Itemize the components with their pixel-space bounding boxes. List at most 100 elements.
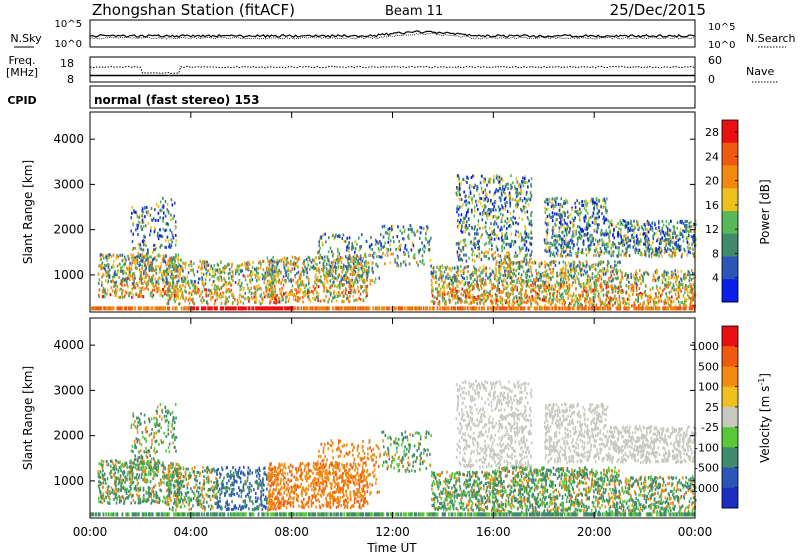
rti-cell	[361, 271, 364, 275]
rti-cell	[499, 254, 502, 258]
rti-cell	[531, 260, 533, 264]
rti-cell	[320, 235, 323, 239]
rti-cell	[143, 280, 146, 284]
rti-cell	[313, 259, 315, 263]
rti-cell	[462, 293, 465, 297]
rti-cell	[261, 301, 264, 305]
rti-cell	[355, 264, 358, 268]
rti-cell	[348, 278, 351, 282]
rti-cell	[557, 203, 560, 207]
rti-cell	[526, 261, 529, 265]
rti-cell	[338, 252, 341, 256]
rti-cell	[172, 292, 174, 296]
rti-cell	[507, 182, 509, 186]
rti-cell	[153, 217, 155, 221]
rti-cell	[207, 263, 209, 267]
rti-cell	[505, 183, 508, 187]
rti-cell	[598, 215, 601, 219]
rti-cell	[225, 280, 227, 284]
rti-cell	[239, 288, 242, 292]
rti-cell	[143, 234, 145, 238]
rti-cell	[684, 219, 687, 223]
rti-cell	[336, 255, 339, 259]
rti-cell	[153, 243, 155, 247]
rti-cell	[173, 214, 176, 218]
rti-cell	[509, 204, 512, 208]
rti-cell	[259, 265, 262, 269]
rti-cell	[173, 294, 176, 298]
rti-cell	[493, 174, 496, 178]
rti-cell	[205, 292, 207, 296]
rti-cell	[510, 183, 512, 187]
rti-cell	[173, 256, 175, 260]
rti-cell	[453, 291, 456, 295]
rti-cell	[513, 301, 516, 305]
rti-cell	[488, 226, 491, 230]
rti-cell	[249, 278, 251, 282]
rti-cell	[185, 261, 187, 265]
rti-cell	[309, 299, 312, 303]
rti-cell	[312, 290, 314, 294]
rti-cell	[412, 243, 415, 247]
rti-cell	[556, 274, 559, 278]
rti-cell	[572, 223, 575, 227]
rti-cell	[302, 300, 304, 304]
rti-cell	[272, 288, 275, 292]
rti-cell	[621, 249, 624, 253]
rti-cell	[295, 291, 298, 295]
rti-cell	[323, 255, 326, 259]
rti-cell	[563, 242, 566, 246]
rti-cell	[290, 259, 292, 263]
rti-cell	[416, 229, 419, 233]
rti-cell	[125, 278, 128, 282]
rti-cell	[494, 295, 497, 299]
rti-cell	[130, 264, 133, 268]
rti-cell	[463, 217, 466, 221]
rti-cell	[217, 278, 220, 282]
rti-cell	[356, 261, 359, 265]
rti-cell	[268, 263, 271, 267]
rti-cell	[324, 274, 327, 278]
rti-cell	[140, 247, 142, 251]
rti-cell	[492, 178, 495, 182]
rti-cell	[382, 251, 384, 255]
rti-cell	[346, 259, 349, 263]
rti-cell	[500, 189, 503, 193]
rti-cell	[306, 260, 309, 264]
rti-cell	[151, 250, 154, 254]
rti-cell	[357, 289, 360, 293]
rti-cell	[338, 273, 341, 277]
rti-cell	[337, 275, 340, 279]
rti-cell	[379, 255, 382, 259]
rti-cell	[632, 245, 635, 249]
rti-cell	[123, 270, 126, 274]
rti-cell	[338, 291, 341, 295]
rti-cell	[471, 253, 473, 257]
rti-cell	[317, 251, 319, 255]
rti-cell	[598, 273, 601, 277]
rti-cell	[593, 242, 595, 246]
rti-cell	[585, 208, 587, 212]
rti-cell	[440, 292, 442, 296]
rti-cell	[191, 300, 194, 304]
rti-cell	[438, 302, 441, 306]
power-scatter	[91, 174, 697, 311]
rti-cell	[473, 232, 476, 236]
rti-cell	[143, 260, 145, 264]
rti-cell	[389, 243, 391, 247]
rti-cell	[548, 286, 550, 290]
rti-cell	[290, 262, 293, 266]
rti-cell	[167, 239, 170, 243]
rti-cell	[564, 267, 567, 271]
rti-cell	[363, 267, 366, 271]
rti-cell	[494, 267, 497, 271]
rti-cell	[137, 220, 140, 224]
rti-cell	[432, 266, 435, 270]
rti-cell	[236, 266, 238, 270]
rti-cell	[624, 219, 626, 223]
rti-cell	[494, 251, 496, 255]
rti-cell	[597, 211, 599, 215]
rti-cell	[476, 254, 478, 258]
rti-cell	[585, 253, 588, 257]
